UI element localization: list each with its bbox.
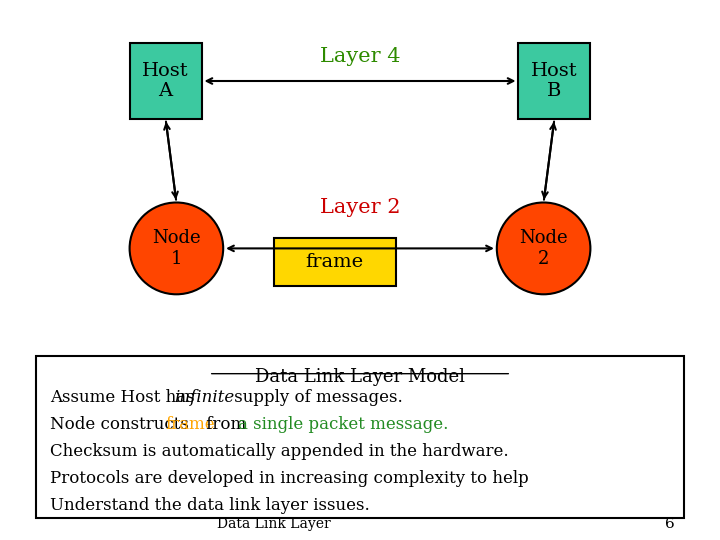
- Ellipse shape: [497, 202, 590, 294]
- Text: Host
A: Host A: [143, 62, 189, 100]
- Text: Node constructs: Node constructs: [50, 416, 194, 433]
- Text: frame: frame: [166, 416, 215, 433]
- Text: Checksum is automatically appended in the hardware.: Checksum is automatically appended in th…: [50, 443, 509, 460]
- Text: Layer 4: Layer 4: [320, 47, 400, 66]
- Text: Data Link Layer: Data Link Layer: [217, 517, 330, 531]
- Ellipse shape: [130, 202, 223, 294]
- Text: Protocols are developed in increasing complexity to help: Protocols are developed in increasing co…: [50, 470, 529, 487]
- Text: from: from: [201, 416, 251, 433]
- Text: frame: frame: [306, 253, 364, 271]
- Text: Node
2: Node 2: [519, 229, 568, 268]
- Text: Node
1: Node 1: [152, 229, 201, 268]
- Text: a single packet message.: a single packet message.: [238, 416, 448, 433]
- Text: infinite: infinite: [174, 389, 235, 406]
- Text: supply of messages.: supply of messages.: [229, 389, 402, 406]
- FancyBboxPatch shape: [130, 43, 202, 119]
- Text: Layer 2: Layer 2: [320, 198, 400, 218]
- Text: 6: 6: [665, 517, 675, 531]
- FancyBboxPatch shape: [36, 356, 684, 518]
- Text: Host
B: Host B: [531, 62, 577, 100]
- FancyBboxPatch shape: [274, 238, 396, 286]
- FancyBboxPatch shape: [518, 43, 590, 119]
- Text: Data Link Layer Model: Data Link Layer Model: [255, 368, 465, 386]
- Text: Understand the data link layer issues.: Understand the data link layer issues.: [50, 497, 370, 514]
- Text: Assume Host has: Assume Host has: [50, 389, 200, 406]
